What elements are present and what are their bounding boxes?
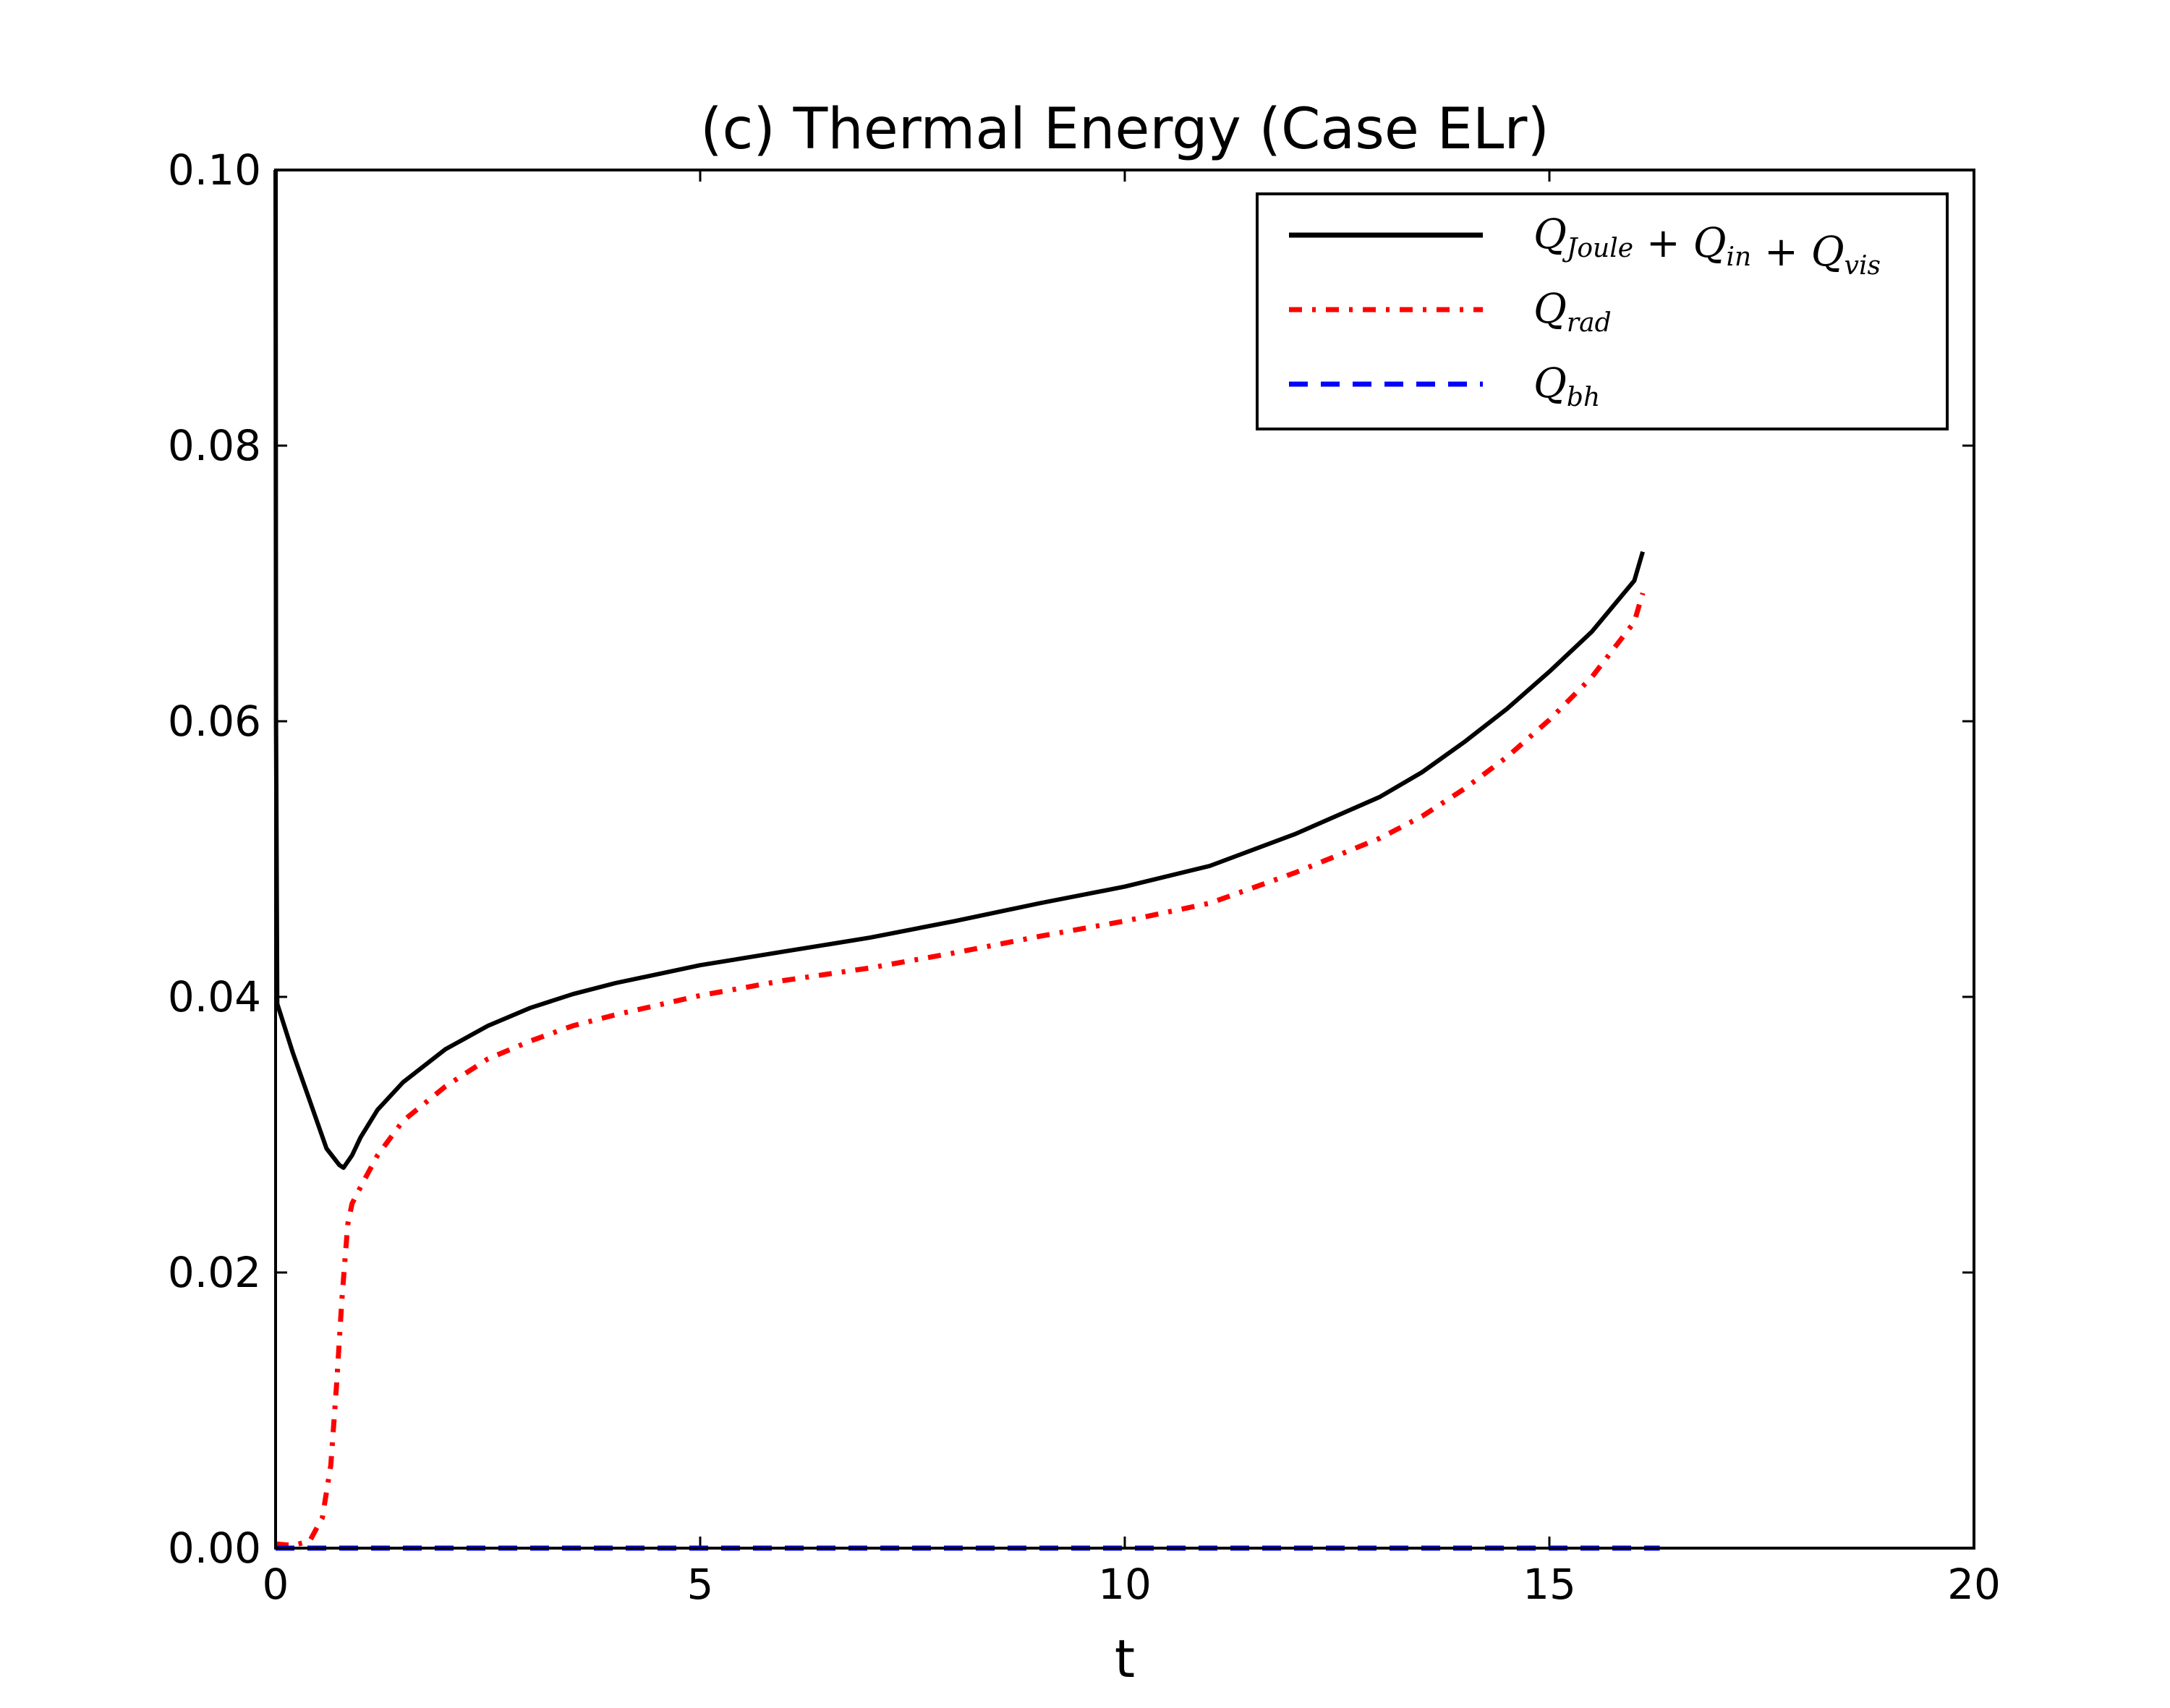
x-tick-label: 0 bbox=[263, 1560, 289, 1609]
plot-frame bbox=[274, 169, 1975, 1550]
y-tick-label: 0.04 bbox=[168, 972, 261, 1021]
legend-label-joule: QJoule + Qin + Qvis bbox=[1533, 211, 1881, 281]
legend-label-rad: Qrad bbox=[1533, 286, 1612, 338]
x-tick-label: 10 bbox=[1098, 1560, 1152, 1609]
y-tick-labels: 0.00 0.02 0.04 0.06 0.08 0.10 bbox=[168, 145, 261, 1573]
chart-title: (c) Thermal Energy (Case ELr) bbox=[700, 97, 1549, 162]
legend-label-bh: Qbh bbox=[1533, 360, 1600, 412]
series-line-joule bbox=[273, 169, 1645, 1170]
y-tick-label: 0.08 bbox=[168, 421, 261, 470]
y-tick-label: 0.10 bbox=[168, 145, 261, 195]
x-tick-label: 5 bbox=[687, 1560, 714, 1609]
x-tick-label: 20 bbox=[1947, 1560, 2001, 1609]
y-tick-label: 0.00 bbox=[168, 1524, 261, 1573]
y-tick-label: 0.06 bbox=[168, 697, 261, 746]
x-axis-label: t bbox=[1115, 1628, 1135, 1689]
x-tick-labels: 0 5 10 15 20 bbox=[263, 1560, 2001, 1609]
series-line-rad bbox=[275, 592, 1646, 1548]
x-tick-label: 15 bbox=[1523, 1560, 1576, 1609]
y-tick-label: 0.02 bbox=[168, 1248, 261, 1297]
